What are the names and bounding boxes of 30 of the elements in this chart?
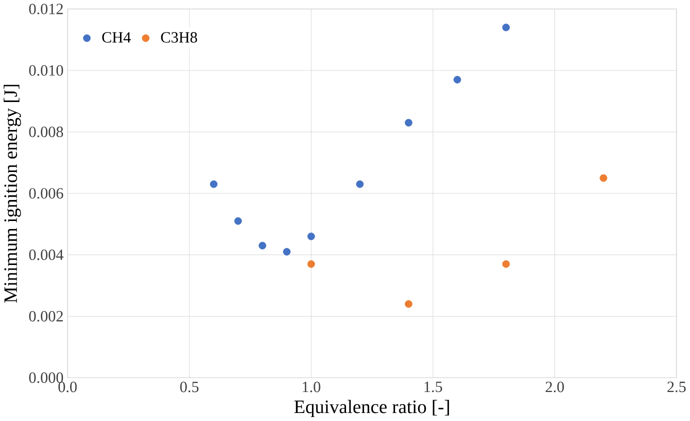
point	[502, 24, 510, 32]
x-tick-label: 1.0	[302, 382, 320, 392]
point	[210, 180, 218, 188]
y-tick-label: 0.012	[29, 4, 63, 14]
point	[600, 174, 608, 182]
y-axis-title: Minimum ignition energy [J]	[4, 84, 21, 303]
point	[502, 260, 510, 268]
y-tick-label: 0.006	[29, 188, 64, 199]
legend-label: CH4	[102, 32, 131, 43]
point	[258, 242, 266, 250]
y-tick-label: 0.000	[29, 372, 64, 384]
x-tick-label: 2.0	[546, 382, 564, 392]
y-tick-label: 0.008	[29, 126, 64, 138]
y-tick-label: 0.010	[29, 65, 64, 76]
point	[234, 217, 242, 225]
point	[454, 76, 462, 84]
point	[356, 180, 364, 188]
point	[404, 300, 412, 308]
point	[307, 260, 315, 268]
point	[404, 119, 412, 127]
x-tick-label: 0.5	[180, 382, 199, 392]
y-tick-label: 0.004	[29, 250, 64, 260]
point	[307, 232, 315, 240]
legend-label: C3H8	[161, 32, 198, 43]
y-tick-label: 0.002	[29, 311, 63, 322]
x-axis-title: Equivalence ratio [-]	[294, 400, 449, 418]
x-tick-label: 2.5	[667, 382, 686, 392]
point	[283, 248, 291, 256]
x-tick-label: 1.5	[424, 382, 442, 392]
x-tick-label: 0.0	[58, 382, 77, 392]
